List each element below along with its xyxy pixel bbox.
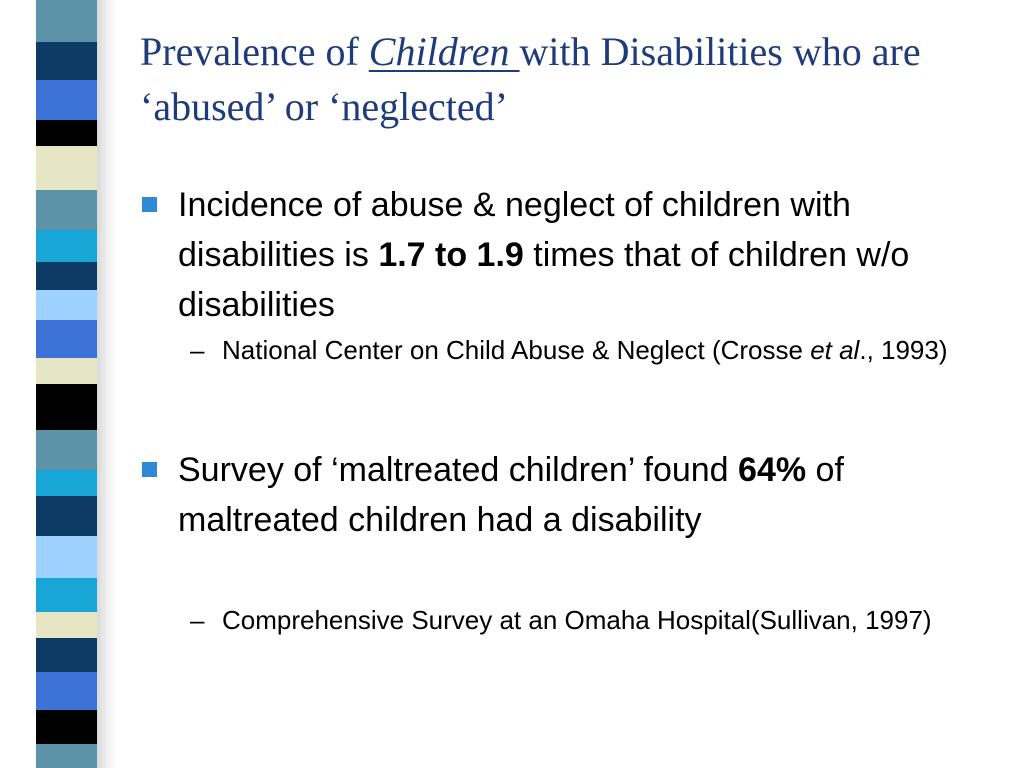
stripe (36, 120, 97, 146)
bullet-text-part: Incidence of abuse & neglect of children… (178, 186, 851, 274)
sub-bullet-citation: – National Center on Child Abuse & Negle… (190, 333, 1000, 367)
stripe (36, 612, 97, 638)
square-bullet-icon (142, 197, 157, 212)
bullet-text-part: times that of children w/o disabilities (178, 236, 910, 324)
sub-bullet-text: Comprehensive Survey at an Omaha Hospita… (222, 605, 932, 635)
bullet-text-part: Survey of ‘maltreated children’ found (178, 451, 739, 489)
stripe (36, 638, 97, 672)
decorative-stripe-bar (36, 0, 97, 768)
stripe (36, 470, 97, 496)
square-bullet-icon (142, 462, 157, 477)
stripe (36, 262, 97, 290)
stripe (36, 320, 97, 358)
bullet-text: Survey of ‘maltreated children’ found 64… (178, 445, 1000, 545)
stripe (36, 672, 97, 710)
stripe (36, 230, 97, 262)
stripe (36, 358, 97, 384)
bullet-emphasis: 64% (738, 451, 807, 489)
stripe (36, 190, 97, 230)
citation-text: National Center on Child Abuse & Neglect… (222, 335, 811, 365)
sub-bullet-text: National Center on Child Abuse & Neglect… (222, 333, 1000, 367)
stripe (36, 744, 97, 768)
bullet-text: Incidence of abuse & neglect of children… (178, 180, 1000, 330)
stripe (36, 0, 97, 42)
bullet-incidence: Incidence of abuse & neglect of children… (140, 180, 1000, 330)
title-part-2: with Disabilities who are ‘abused’ or ‘n… (140, 29, 921, 129)
stripe (36, 710, 97, 744)
bullet-text-part: of maltreated children had a disability (178, 451, 844, 539)
stripe (36, 536, 97, 578)
title-underlined-word: Children (368, 29, 520, 74)
title-part-1: Prevalence of (140, 29, 369, 74)
stripe (36, 80, 97, 120)
stripe (36, 430, 97, 470)
citation-text: ., 1993) (859, 335, 948, 365)
stripe (36, 578, 97, 612)
stripe (36, 42, 97, 80)
citation-italic: et al (810, 335, 860, 365)
sub-bullet-citation: – Comprehensive Survey at an Omaha Hospi… (190, 603, 1000, 637)
dash-bullet: – (190, 335, 205, 365)
stripe-shadow (97, 0, 117, 768)
stripe (36, 146, 97, 190)
bullet-survey: Survey of ‘maltreated children’ found 64… (140, 445, 1000, 545)
stripe (36, 290, 97, 320)
slide-title: Prevalence of Children with Disabilities… (140, 24, 1010, 134)
bullet-emphasis: 1.7 to 1.9 (378, 236, 524, 274)
dash-bullet: – (190, 605, 205, 635)
stripe (36, 496, 97, 536)
stripe (36, 384, 97, 430)
